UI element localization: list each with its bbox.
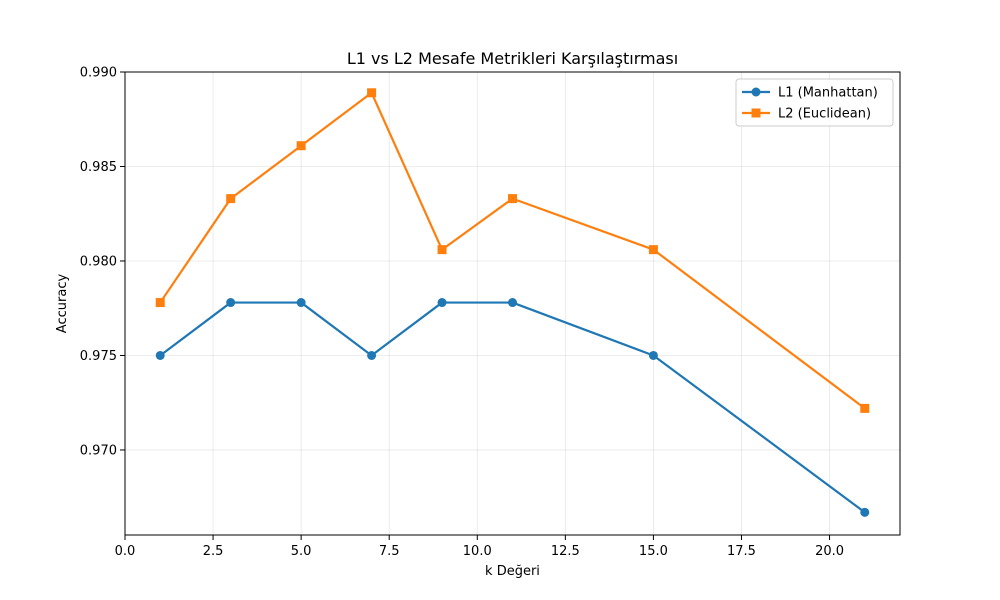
series-line	[159, 91, 866, 410]
legend-marker	[751, 87, 761, 97]
data-point	[296, 298, 306, 308]
data-point	[155, 350, 165, 360]
y-axis-label: Accuracy	[55, 274, 70, 334]
x-axis-ticks: 0.0 2.5 5.0 7.5 10.0 12.5 15.0 17.5 20.0	[115, 535, 844, 559]
data-point	[226, 194, 236, 204]
chart-title: L1 vs L2 Mesafe Metrikleri Karşılaştırma…	[347, 49, 678, 68]
y-tick-label: 0.985	[80, 160, 117, 175]
data-point	[508, 194, 517, 204]
x-tick-label: 10.0	[463, 544, 492, 559]
x-tick-label: 20.0	[815, 544, 844, 559]
legend-label: L2 (Euclidean)	[778, 107, 871, 122]
x-tick-label: 12.5	[551, 544, 580, 559]
data-point	[155, 298, 165, 308]
data-point	[367, 88, 377, 98]
x-tick-label: 17.5	[727, 544, 756, 559]
series-2	[155, 88, 870, 413]
series-line	[159, 301, 866, 514]
y-axis-ticks: 0.970 0.975 0.980 0.985 0.990	[80, 66, 125, 458]
y-tick-label: 0.990	[80, 66, 117, 81]
series-1	[155, 298, 870, 517]
plot-frame	[124, 71, 901, 536]
legend-frame	[735, 78, 894, 127]
y-tick-label: 0.970	[80, 443, 117, 458]
data-point	[860, 403, 870, 413]
data-point	[226, 298, 236, 308]
data-point	[648, 350, 658, 360]
data-point	[437, 245, 447, 255]
data-point	[296, 141, 306, 151]
x-tick-label: 2.5	[203, 544, 224, 559]
x-tick-label: 15.0	[639, 544, 668, 559]
data-point	[860, 507, 870, 517]
x-tick-label: 0.0	[115, 544, 136, 559]
legend-item: L2 (Euclidean)	[742, 107, 871, 122]
data-point	[437, 298, 447, 308]
x-tick-label: 5.0	[291, 544, 312, 559]
legend: L1 (Manhattan) L2 (Euclidean)	[735, 78, 894, 127]
data-point	[367, 350, 377, 360]
legend-item: L1 (Manhattan)	[742, 86, 878, 101]
y-tick-label: 0.975	[80, 349, 117, 364]
data-point	[648, 245, 658, 255]
y-tick-label: 0.980	[80, 254, 117, 269]
x-axis-label: k Değeri	[485, 564, 540, 579]
series-layer	[155, 88, 870, 517]
data-point	[508, 298, 517, 308]
legend-marker	[751, 108, 761, 118]
x-tick-label: 7.5	[379, 544, 400, 559]
legend-label: L1 (Manhattan)	[778, 86, 878, 101]
